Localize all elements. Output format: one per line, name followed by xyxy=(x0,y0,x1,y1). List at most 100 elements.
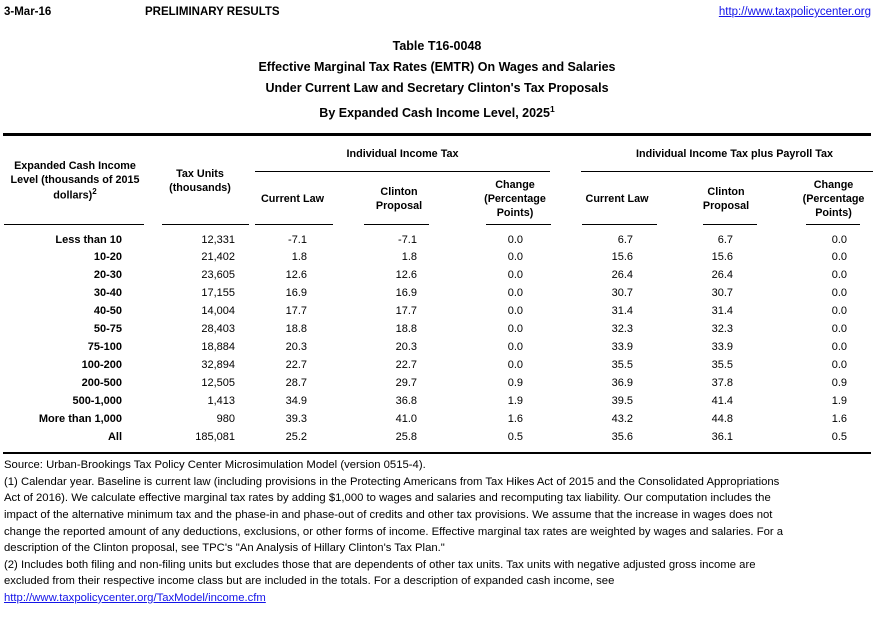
tpc-website-link[interactable]: http://www.taxpolicycenter.org xyxy=(718,6,871,18)
income-level-cell: All xyxy=(107,431,122,444)
iit-clinton-proposal-cell: 16.9 xyxy=(395,287,417,300)
payroll-change-cell: 0.0 xyxy=(831,269,848,282)
payroll-change-cell: 0.0 xyxy=(831,341,848,354)
iit-current-law-cell: 39.3 xyxy=(285,413,307,426)
payroll-current-law-cell: 26.4 xyxy=(611,269,634,282)
table-row: Less than 10 12,331 -7.1 -7.1 0.0 6.7 6.… xyxy=(0,225,874,248)
page-header: 3-Mar-16 PRELIMINARY RESULTS http://www.… xyxy=(0,0,874,28)
payroll-clinton-proposal-header: Clinton Proposal xyxy=(665,172,765,226)
sub-header-row: Current Law Clinton Proposal Change (Per… xyxy=(0,172,874,226)
table-row: 10-20 21,402 1.8 1.8 0.0 15.6 15.6 0.0 xyxy=(0,248,874,266)
income-level-header-label: Expanded Cash Income Level (thousands of… xyxy=(10,159,140,202)
payroll-current-law-cell: 31.4 xyxy=(611,305,634,318)
table-title-line2: Effective Marginal Tax Rates (EMTR) On W… xyxy=(258,60,616,74)
iit-clinton-proposal-cell: 1.8 xyxy=(401,251,417,264)
table-row: 100-200 32,894 22.7 22.7 0.0 35.5 35.5 0… xyxy=(0,356,874,374)
payroll-current-law-cell: 6.7 xyxy=(617,233,634,246)
tax-units-cell: 18,884 xyxy=(201,341,235,354)
iit-clinton-proposal-cell: 25.8 xyxy=(395,431,417,444)
payroll-clinton-proposal-cell: 6.7 xyxy=(717,233,734,246)
iit-clinton-proposal-cell: 29.7 xyxy=(395,377,417,390)
footnotes: Source: Urban-Brookings Tax Policy Cente… xyxy=(0,457,874,606)
income-level-cell: 200-500 xyxy=(81,377,122,390)
tax-units-cell: 17,155 xyxy=(201,287,235,300)
income-level-cell: 20-30 xyxy=(93,269,122,282)
footnote-1-line: (1) Calendar year. Baseline is current l… xyxy=(4,475,780,488)
income-level-column-header-text: Expanded Cash Income Level (thousands of… xyxy=(3,159,148,203)
payroll-current-law-cell: 39.5 xyxy=(611,395,634,408)
payroll-change-cell: 0.0 xyxy=(831,359,848,372)
tax-units-cell: 32,894 xyxy=(201,359,235,372)
iit-clinton-proposal-cell: 17.7 xyxy=(395,305,417,318)
payroll-clinton-proposal-cell: 15.6 xyxy=(711,251,734,264)
iit-clinton-proposal-cell: 41.0 xyxy=(395,413,417,426)
iit-current-law-cell: 12.6 xyxy=(285,269,307,282)
income-level-cell: 75-100 xyxy=(87,341,122,354)
payroll-change-cell: 0.0 xyxy=(831,233,848,246)
iit-current-law-cell: 22.7 xyxy=(285,359,307,372)
income-level-cell: 50-75 xyxy=(93,323,122,336)
table-title-block: Table T16-0048 Effective Marginal Tax Ra… xyxy=(0,36,874,124)
payroll-clinton-proposal-header-label: Clinton Proposal xyxy=(702,185,750,212)
table-row: 50-75 28,403 18.8 18.8 0.0 32.3 32.3 0.0 xyxy=(0,320,874,338)
table-bottom-rule xyxy=(3,452,871,455)
iit-current-law-cell: 18.8 xyxy=(285,323,307,336)
iit-change-cell: 0.0 xyxy=(507,269,524,282)
iit-clinton-proposal-header-label: Clinton Proposal xyxy=(375,185,423,212)
expanded-cash-income-link[interactable]: http://www.taxpolicycenter.org/TaxModel/… xyxy=(4,591,266,604)
iit-clinton-proposal-cell: 20.3 xyxy=(395,341,417,354)
iit-change-header-label: Change (Percentage Points) xyxy=(484,178,546,219)
tax-units-column-header: Tax Units (thousands) xyxy=(150,136,250,226)
table-row: 40-50 14,004 17.7 17.7 0.0 31.4 31.4 0.0 xyxy=(0,302,874,320)
iit-change-cell: 0.0 xyxy=(507,305,524,318)
payroll-current-law-header: Current Law xyxy=(555,172,665,226)
source-note: Source: Urban-Brookings Tax Policy Cente… xyxy=(4,459,426,472)
iit-current-law-cell: 28.7 xyxy=(285,377,307,390)
income-level-cell: More than 1,000 xyxy=(38,413,122,426)
table-row: 30-40 17,155 16.9 16.9 0.0 30.7 30.7 0.0 xyxy=(0,284,874,302)
title-footnote-marker: 1 xyxy=(549,104,555,114)
table-row: 75-100 18,884 20.3 20.3 0.0 33.9 33.9 0.… xyxy=(0,338,874,356)
tax-units-cell: 185,081 xyxy=(195,431,235,444)
payroll-clinton-proposal-cell: 31.4 xyxy=(711,305,734,318)
table-row: 500-1,000 1,413 34.9 36.8 1.9 39.5 41.4 … xyxy=(0,392,874,410)
iit-current-law-cell: 34.9 xyxy=(285,395,307,408)
tax-units-cell: 28,403 xyxy=(201,323,235,336)
income-level-cell: 500-1,000 xyxy=(72,395,122,408)
table-number-title: Table T16-0048 xyxy=(392,39,482,53)
tax-units-cell: 1,413 xyxy=(207,395,235,408)
tax-units-cell: 12,505 xyxy=(201,377,235,390)
payroll-change-cell: 0.0 xyxy=(831,305,848,318)
payroll-current-law-cell: 43.2 xyxy=(611,413,634,426)
iit-change-cell: 0.9 xyxy=(507,377,524,390)
payroll-change-cell: 0.0 xyxy=(831,251,848,264)
payroll-current-law-cell: 15.6 xyxy=(611,251,634,264)
income-level-cell: 30-40 xyxy=(93,287,122,300)
iit-current-law-cell: 20.3 xyxy=(285,341,307,354)
income-level-column-header: Expanded Cash Income Level (thousands of… xyxy=(0,136,150,226)
table-row: 200-500 12,505 28.7 29.7 0.9 36.9 37.8 0… xyxy=(0,374,874,392)
iit-change-cell: 1.9 xyxy=(507,395,524,408)
payroll-clinton-proposal-cell: 26.4 xyxy=(711,269,734,282)
footnote-1-line: impact of the alternative minimum tax an… xyxy=(4,508,773,521)
payroll-current-law-cell: 35.5 xyxy=(611,359,634,372)
payroll-change-cell: 0.9 xyxy=(831,377,848,390)
iit-current-law-cell: 25.2 xyxy=(285,431,307,444)
payroll-clinton-proposal-cell: 35.5 xyxy=(711,359,734,372)
iit-clinton-proposal-cell: 22.7 xyxy=(395,359,417,372)
income-footnote-marker: 2 xyxy=(92,186,97,196)
iit-current-law-cell: 16.9 xyxy=(285,287,307,300)
iit-change-cell: 1.6 xyxy=(507,413,524,426)
table-row: All 185,081 25.2 25.8 0.5 35.6 36.1 0.5 xyxy=(0,428,874,446)
iit-clinton-proposal-header: Clinton Proposal xyxy=(335,172,445,226)
income-level-cell: 40-50 xyxy=(93,305,122,318)
payroll-change-cell: 0.0 xyxy=(831,287,848,300)
payroll-clinton-proposal-cell: 30.7 xyxy=(711,287,734,300)
footnote-1-line: description of the Clinton proposal, see… xyxy=(4,542,445,555)
payroll-change-cell: 1.6 xyxy=(831,413,848,426)
iit-clinton-proposal-cell: 36.8 xyxy=(395,395,417,408)
tax-units-cell: 980 xyxy=(216,413,235,426)
table-title-line3: Under Current Law and Secretary Clinton'… xyxy=(265,81,609,95)
footnote-2-line: excluded from their respective income cl… xyxy=(4,575,615,588)
table-title-line4-text: By Expanded Cash Income Level, 2025 xyxy=(319,106,550,121)
